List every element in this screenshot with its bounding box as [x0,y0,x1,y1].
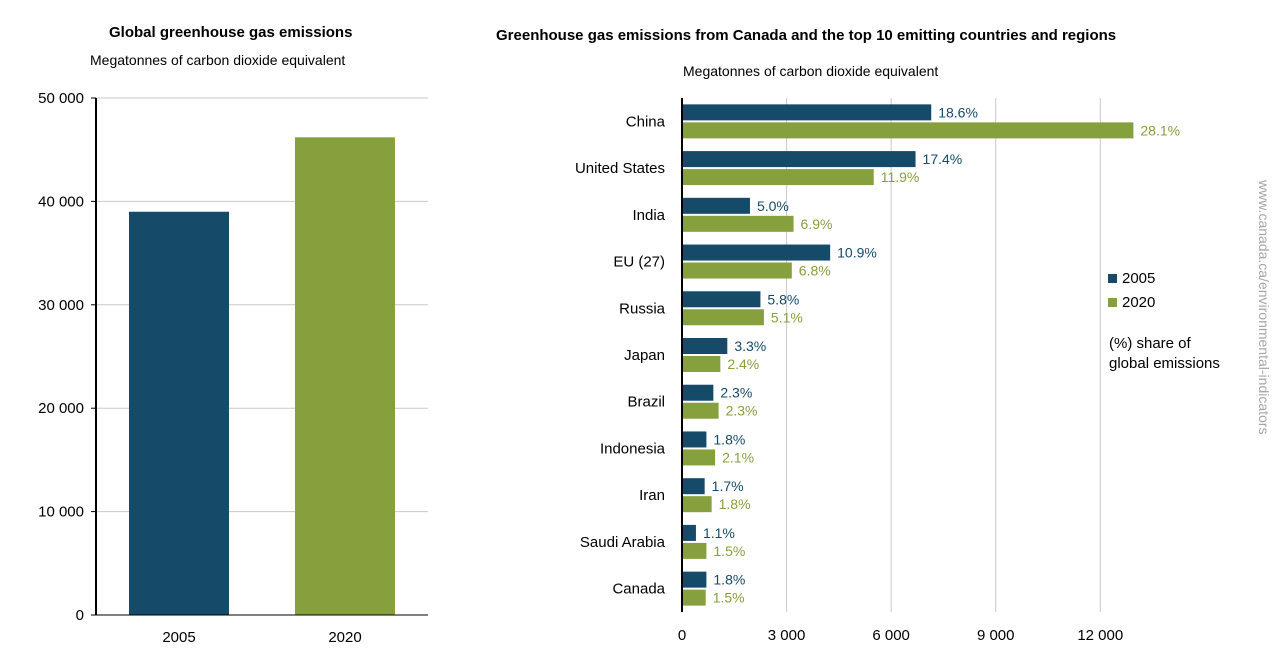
x-tick-label: 9 000 [977,627,1015,644]
bar-2020 [682,589,706,606]
data-label-2020: 28.1% [1140,122,1180,138]
right-chart-title: Greenhouse gas emissions from Canada and… [496,27,1117,44]
legend: 2005 2020 [1108,266,1155,314]
data-label-2020: 6.8% [799,263,831,279]
bar-2005 [682,384,714,401]
category-label: United States [575,160,665,177]
bar-2020 [682,542,707,559]
bar-2020 [682,309,764,326]
y-tick-label: 10 000 [38,504,84,521]
bar-2005 [129,211,229,616]
data-label-2020: 1.5% [713,590,745,606]
data-label-2005: 1.8% [713,572,745,588]
share-note-line2: global emissions [1109,355,1220,372]
bar-2020 [295,137,395,616]
source-text: www.canada.ca/environmental-indicators [1256,180,1272,435]
bar-2005 [682,197,750,214]
data-label-2020: 2.1% [722,449,754,465]
y-tick-label: 0 [76,607,84,624]
x-tick-label: 6 000 [872,627,910,644]
bar-2020 [682,402,719,419]
left-chart-title: Global greenhouse gas emissions [109,24,353,41]
share-note: (%) share of global emissions [1109,334,1259,374]
y-tick-label: 30 000 [38,297,84,314]
data-label-2020: 1.8% [719,496,751,512]
bar-2005 [682,338,728,354]
data-label-2005: 18.6% [938,104,978,120]
category-label: Brazil [627,394,665,411]
data-label-2005: 1.7% [712,478,744,494]
bar-2005 [682,291,761,308]
x-tick-label: 12 000 [1077,627,1123,644]
category-label: EU (27) [613,254,665,271]
data-label-2020: 1.5% [713,543,745,559]
category-label: Canada [612,581,665,598]
bar-2005 [682,431,707,448]
legend-item-2020: 2020 [1108,290,1155,314]
category-label: Russia [619,300,666,317]
data-label-2020: 2.3% [726,403,758,419]
legend-item-2005: 2005 [1108,266,1155,290]
bar-2005 [682,571,707,588]
bar-2020 [682,262,792,279]
legend-label-2020: 2020 [1122,293,1156,311]
x-tick-label: 3 000 [768,627,806,644]
category-label: Indonesia [600,440,666,457]
data-label-2005: 3.3% [734,338,766,354]
share-note-line1: (%) share of [1109,335,1191,352]
category-label: India [632,207,665,224]
legend-label-2005: 2005 [1122,269,1156,287]
data-label-2005: 5.8% [767,291,799,307]
data-label-2020: 2.4% [727,356,759,372]
right-chart-subtitle: Megatonnes of carbon dioxide equivalent [683,63,939,79]
data-label-2005: 5.0% [757,198,789,214]
x-tick-label: 0 [678,627,686,644]
legend-swatch-2020 [1108,297,1117,307]
bar-2020 [682,169,874,186]
category-label: Saudi Arabia [580,534,666,551]
legend-swatch-2005 [1108,273,1117,283]
data-label-2005: 2.3% [720,385,752,401]
bar-2020 [682,496,712,513]
bar-2020 [682,449,716,466]
y-tick-label: 50 000 [38,90,84,107]
data-label-2005: 10.9% [837,245,877,261]
x-tick-label: 2020 [328,629,361,646]
y-tick-label: 20 000 [38,400,84,417]
bar-2020 [682,356,721,372]
data-label-2020: 6.9% [801,216,833,232]
y-tick-label: 40 000 [38,193,84,210]
bar-2005 [682,524,696,541]
bar-2020 [682,122,1134,139]
data-label-2020: 5.1% [771,309,803,325]
category-label: Japan [624,347,665,364]
data-label-2005: 1.8% [713,431,745,447]
data-label-2020: 11.9% [881,169,920,185]
data-label-2005: 17.4% [923,151,963,167]
bar-2005 [682,104,932,121]
bar-2005 [682,478,705,495]
bar-2020 [682,215,794,232]
category-label: China [626,113,666,130]
data-label-2005: 1.1% [703,525,735,541]
category-label: Iran [639,487,665,504]
left-chart-subtitle: Megatonnes of carbon dioxide equivalent [90,52,346,68]
bar-2005 [682,244,831,261]
bar-2005 [682,151,916,168]
x-tick-label: 2005 [162,629,195,646]
